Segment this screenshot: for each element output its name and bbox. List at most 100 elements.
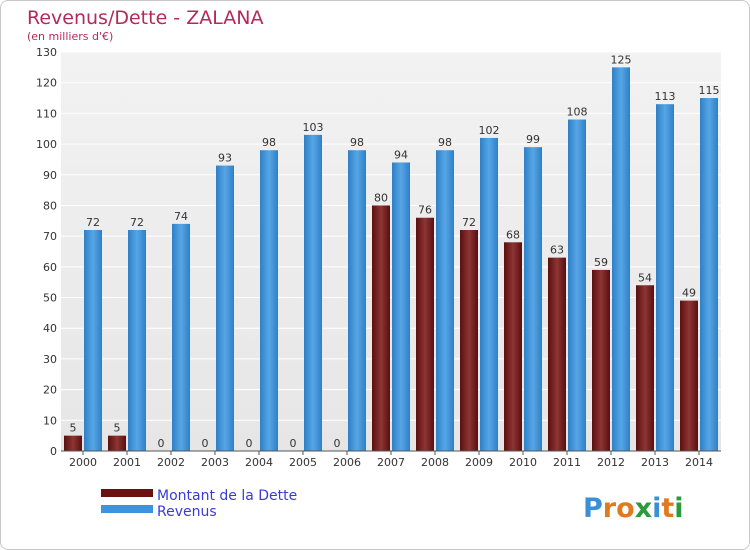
bar-revenus <box>656 104 674 451</box>
data-label: 0 <box>290 437 297 450</box>
x-tick-label: 2000 <box>69 456 97 469</box>
legend-label-revenus: Revenus <box>157 504 217 520</box>
x-axis-ticks: 2000 2001 2002 2003 2004 2005 2006 2007 2008 2009… <box>69 451 713 469</box>
y-tick-label: 0 <box>50 445 57 458</box>
bar-revenus <box>216 165 234 452</box>
x-tick-label: 2004 <box>245 456 273 469</box>
x-tick-label: 2005 <box>289 456 317 469</box>
y-tick-label: 20 <box>43 384 57 397</box>
y-axis-ticks: 0 10 20 30 40 50 60 70 80 90 100 110 120 130 <box>36 46 57 458</box>
data-label: 0 <box>158 437 165 450</box>
data-label: 63 <box>550 244 564 257</box>
chart-subtitle: (en milliers d'€) <box>27 30 113 43</box>
x-tick-label: 2010 <box>509 456 537 469</box>
y-tick-label: 10 <box>43 414 57 427</box>
data-label: 68 <box>506 228 520 241</box>
bar-revenus <box>392 162 410 451</box>
x-tick-label: 2006 <box>333 456 361 469</box>
bar-revenus <box>524 147 542 451</box>
x-tick-label: 2014 <box>685 456 713 469</box>
data-label: 72 <box>462 216 476 229</box>
y-tick-label: 90 <box>43 169 57 182</box>
data-label: 94 <box>394 148 408 161</box>
legend-swatch-debt <box>101 489 153 497</box>
x-tick-label: 2009 <box>465 456 493 469</box>
bar-debt <box>372 205 390 451</box>
bar-revenus <box>480 137 498 451</box>
logo-text: Proxiti <box>583 493 684 524</box>
data-label: 5 <box>114 422 121 435</box>
data-label: 93 <box>218 152 232 165</box>
x-tick-label: 2007 <box>377 456 405 469</box>
data-label: 80 <box>374 191 388 204</box>
data-label: 72 <box>130 216 144 229</box>
bar-revenus <box>128 230 146 451</box>
y-tick-label: 70 <box>43 230 57 243</box>
bar-debt <box>64 435 82 451</box>
data-label: 49 <box>682 287 696 300</box>
bar-revenus <box>348 150 366 451</box>
x-tick-label: 2008 <box>421 456 449 469</box>
bar-revenus <box>84 230 102 451</box>
bar-debt <box>636 285 654 451</box>
grid-lines <box>61 51 721 421</box>
data-label: 74 <box>174 210 188 223</box>
data-label: 98 <box>262 136 276 149</box>
x-tick-label: 2011 <box>553 456 581 469</box>
data-label: 115 <box>699 84 720 97</box>
bar-revenus <box>700 98 718 452</box>
bar-revenus <box>568 119 586 452</box>
y-tick-label: 60 <box>43 261 57 274</box>
data-label: 108 <box>567 106 588 119</box>
plot-area <box>61 52 721 451</box>
x-tick-label: 2012 <box>597 456 625 469</box>
chart-title: Revenus/Dette - ZALANA <box>27 7 263 29</box>
bar-revenus <box>612 67 630 451</box>
y-tick-label: 130 <box>36 46 57 59</box>
bar-debt <box>504 242 522 451</box>
x-tick-label: 2002 <box>157 456 185 469</box>
x-tick-label: 2001 <box>113 456 141 469</box>
legend-swatch-revenus <box>101 505 153 513</box>
bar-debt <box>416 217 434 451</box>
data-label: 76 <box>418 204 432 217</box>
data-label: 5 <box>70 422 77 435</box>
bar-revenus <box>260 150 278 451</box>
bars <box>64 67 718 452</box>
y-tick-label: 50 <box>43 292 57 305</box>
data-label: 59 <box>594 256 608 269</box>
y-tick-label: 30 <box>43 353 57 366</box>
legend-label-debt: Montant de la Dette <box>157 488 297 504</box>
data-label: 113 <box>655 90 676 103</box>
x-tick-label: 2003 <box>201 456 229 469</box>
bar-debt <box>108 435 126 451</box>
data-labels: 5 72 5 72 0 74 0 93 0 98 0 103 0 98 80 94 76 98 72 102 68 99 6… <box>70 53 720 450</box>
data-label: 98 <box>438 136 452 149</box>
y-tick-label: 100 <box>36 138 57 151</box>
data-label: 54 <box>638 271 652 284</box>
y-tick-label: 120 <box>36 77 57 90</box>
y-tick-label: 40 <box>43 322 57 335</box>
bar-revenus <box>304 134 322 451</box>
proxiti-logo: Proxiti <box>583 493 684 524</box>
legend: Montant de la Dette Revenus <box>101 488 297 520</box>
bar-debt <box>592 269 610 451</box>
bar-debt <box>680 300 698 451</box>
bar-debt <box>460 230 478 451</box>
data-label: 72 <box>86 216 100 229</box>
data-label: 102 <box>479 124 500 137</box>
bar-revenus <box>172 223 190 451</box>
data-label: 125 <box>611 53 632 66</box>
y-tick-label: 110 <box>36 107 57 120</box>
x-tick-label: 2013 <box>641 456 669 469</box>
bar-revenus <box>436 150 454 451</box>
data-label: 99 <box>526 133 540 146</box>
data-label: 0 <box>202 437 209 450</box>
data-label: 98 <box>350 136 364 149</box>
bar-debt <box>548 257 566 451</box>
data-label: 103 <box>303 121 324 134</box>
y-tick-label: 80 <box>43 199 57 212</box>
data-label: 0 <box>334 437 341 450</box>
